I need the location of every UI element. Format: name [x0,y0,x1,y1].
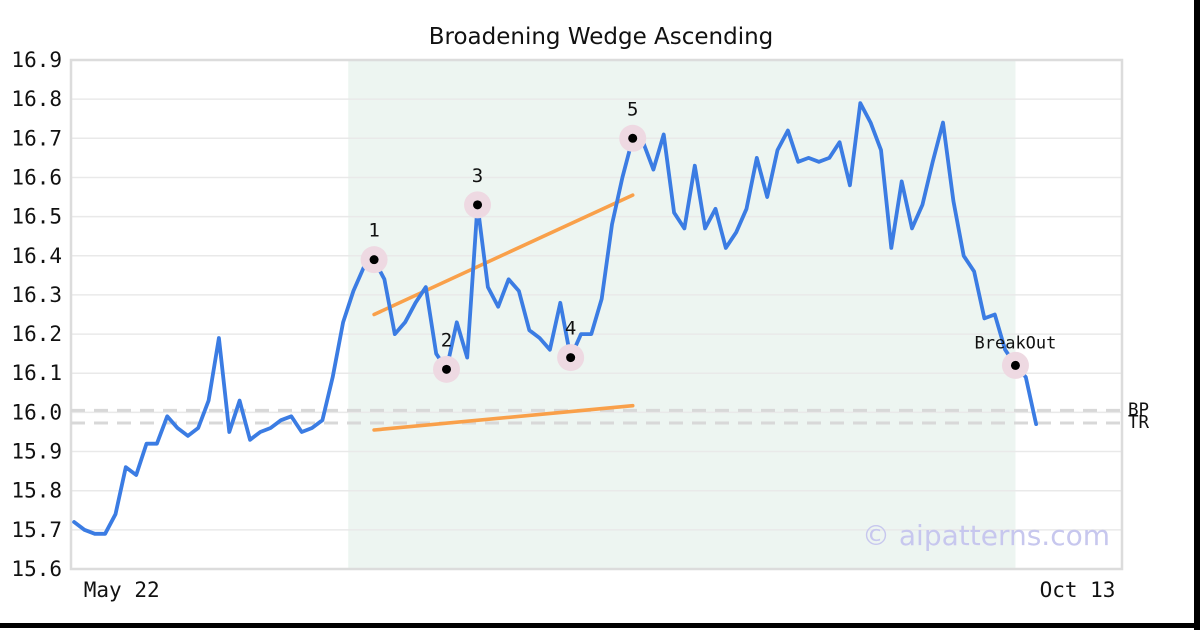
pattern-marker-dot-2 [442,364,452,374]
chart-title: Broadening Wedge Ascending [429,24,774,50]
trendline-lower [372,403,635,432]
y-tick-label: 16.9 [11,48,62,72]
y-tick-label: 16.0 [11,400,62,424]
pattern-marker-dot-BreakOut [1010,360,1020,370]
pattern-marker-label-2: 2 [441,329,452,351]
pattern-marker-label-BreakOut: BreakOut [975,333,1057,353]
y-tick-label: 15.6 [11,557,62,581]
pattern-marker-dot-3 [473,200,483,210]
y-tick-label: 15.9 [11,440,62,464]
x-tick-label: Oct 13 [1040,578,1116,602]
y-tick-label: 16.8 [11,87,62,111]
y-tick-label: 16.6 [11,165,62,189]
x-tick-label: May 22 [84,578,160,602]
pattern-marker-label-4: 4 [565,318,576,340]
pattern-marker-dot-1 [369,255,379,265]
y-tick-label: 16.3 [11,283,62,307]
image-border-bottom [0,623,1200,628]
hline-label-bp: BP [1128,400,1149,420]
pattern-shaded-region [348,60,1016,569]
image-border-right [1194,0,1200,630]
hline-label-tr: TR [1128,413,1150,433]
plot-border [69,58,1124,571]
y-tick-label: 16.4 [11,244,62,268]
pattern-marker-label-5: 5 [627,98,638,120]
pattern-marker-label-3: 3 [472,165,483,187]
plot-content: 15.6 15.7 15.8 15.9 16.0 16.1 16.2 16.3 16.4 16.5… [11,48,1149,602]
y-tick-label: 16.2 [11,322,62,346]
y-tick-label: 15.7 [11,518,62,542]
price-line [72,101,1038,536]
y-tick-label: 16.5 [11,205,62,229]
watermark-text: © aipatterns.com [862,519,1110,552]
pattern-marker-dot-5 [628,133,638,143]
pattern-marker-dot-4 [566,353,576,363]
y-tick-label: 16.7 [11,126,62,150]
trendline-upper [372,193,635,317]
y-tick-label: 15.8 [11,479,62,503]
pattern-marker-label-1: 1 [368,220,379,242]
y-tick-label: 16.1 [11,361,62,385]
